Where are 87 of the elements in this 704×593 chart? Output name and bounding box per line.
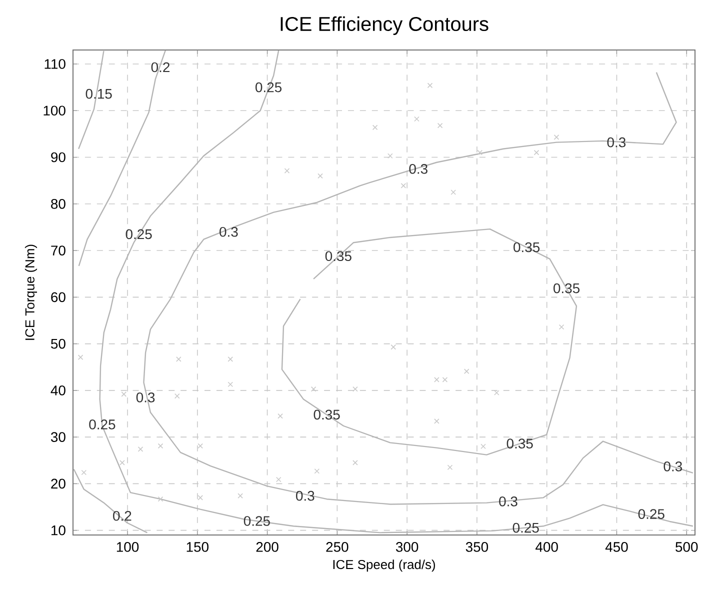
point [228,382,234,388]
point [121,392,127,397]
x-tick-label: 400 [536,542,558,552]
point [464,368,470,374]
y-tick-label: 40 [50,386,66,396]
point [278,413,283,419]
point [318,173,323,179]
point [450,190,456,195]
y-tick-label: 30 [50,432,66,442]
point [238,493,243,498]
annotation: 0.2 [113,510,132,521]
annotation: 0.3 [499,496,518,506]
x-tick-label: 250 [326,542,348,552]
annotation: 0.3 [136,392,155,402]
x-tick-label: 300 [396,542,418,552]
point [477,150,483,156]
point [352,460,358,466]
y-tick-label: 110 [44,59,66,69]
point [434,377,440,382]
point [442,377,448,382]
annotation: 0.25 [126,229,152,240]
y-tick-label: 60 [51,292,66,302]
x-tick-label: 350 [466,542,488,552]
annotation: 0.3 [409,164,428,174]
point [388,153,393,159]
y-tick-label: 100 [44,106,66,116]
annotation: 0.25 [89,420,116,430]
y-tick-label: 70 [51,246,66,256]
line-series [73,468,148,534]
y-tick-label: 80 [51,198,66,209]
point [480,444,486,450]
point [314,468,320,474]
x-axis-title: ICE Speed (rad/s) [333,560,435,572]
point [78,354,84,360]
point [174,393,180,399]
annotation: 0.35 [314,410,340,420]
x-tick-label: 150 [186,542,208,552]
chart-title: ICE Efficiency Contours [280,16,488,35]
x-tick-label: 450 [605,542,628,552]
annotation: 0.25 [244,516,270,526]
point [534,150,540,156]
x-tick-label: 100 [116,542,139,552]
point [372,124,378,130]
point [158,496,164,502]
point [414,116,420,122]
point [352,386,358,392]
point [198,443,203,449]
annotation: 0.35 [506,438,533,449]
y-tick-label: 10 [52,525,66,536]
y-tick-label: 90 [51,152,66,162]
point [390,344,396,350]
point [558,324,564,330]
annotation: 0.3 [607,137,626,148]
annotation: 0.2 [151,62,170,72]
annotation: 0.25 [512,522,539,533]
point [447,464,453,470]
point [310,386,316,392]
point [276,476,282,482]
point [138,446,144,452]
point [494,390,500,396]
x-tick-label: 500 [676,542,698,552]
point [158,443,164,449]
annotation: 0.35 [514,242,540,252]
point [434,418,440,424]
annotation: 0.15 [86,88,112,99]
annotation: 0.25 [256,82,282,92]
y-tick-label: 50 [51,338,66,349]
point [120,460,125,466]
line-series [281,228,578,456]
y-axis-title: ICE Torque (Nm) [24,244,38,340]
annotation: 0.3 [220,226,238,237]
annotation: 0.3 [664,462,682,472]
point [228,356,234,362]
point [176,356,182,362]
y-tick-label: 20 [51,478,66,489]
annotation: 0.35 [554,283,580,294]
point [554,134,560,140]
point [427,82,433,88]
annotation: 0.25 [638,509,664,519]
point [437,122,443,128]
point [284,168,290,174]
annotation: 0.35 [325,251,352,262]
x-tick-label: 200 [256,542,278,552]
annotation: 0.3 [296,490,314,501]
point [400,183,406,188]
point [198,495,203,500]
point [81,470,87,476]
